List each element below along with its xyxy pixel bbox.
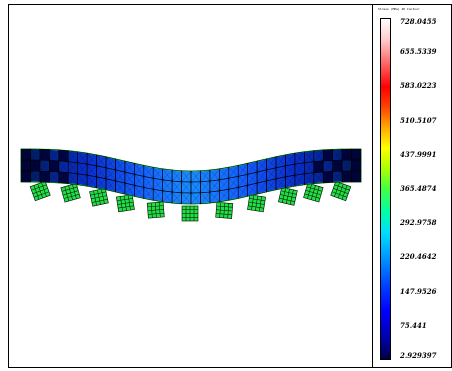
- scale-tick-label: 75.441: [400, 320, 427, 330]
- legend-panel: Stress (MPa) 2D Contour 728.0455 655.5339…: [373, 5, 451, 367]
- scale-tick-label: 147.9526: [400, 286, 437, 296]
- color-scale-bar: [380, 18, 391, 360]
- legend-title: Stress (MPa) 2D Contour: [378, 7, 420, 11]
- model-viewport[interactable]: [9, 5, 373, 367]
- deformed-beam: [20, 148, 362, 205]
- scale-tick-label: 728.0455: [400, 17, 437, 26]
- scale-tick-label: 437.9991: [400, 149, 437, 159]
- scale-tick-label: 220.4642: [400, 252, 437, 262]
- scale-tick-label: 510.5107: [400, 115, 437, 125]
- scale-tick-label: 655.5339: [400, 47, 437, 57]
- scale-tick-label: 583.0223: [400, 81, 437, 91]
- support-pads: [29, 180, 352, 222]
- scale-tick-label: 2.929397: [400, 351, 437, 360]
- scale-tick-label: 365.4874: [400, 184, 437, 193]
- scale-tick-label: 292.9758: [400, 218, 437, 228]
- fem-mesh-plot: [20, 148, 362, 222]
- render-frame: Stress (MPa) 2D Contour 728.0455 655.5339…: [8, 4, 452, 368]
